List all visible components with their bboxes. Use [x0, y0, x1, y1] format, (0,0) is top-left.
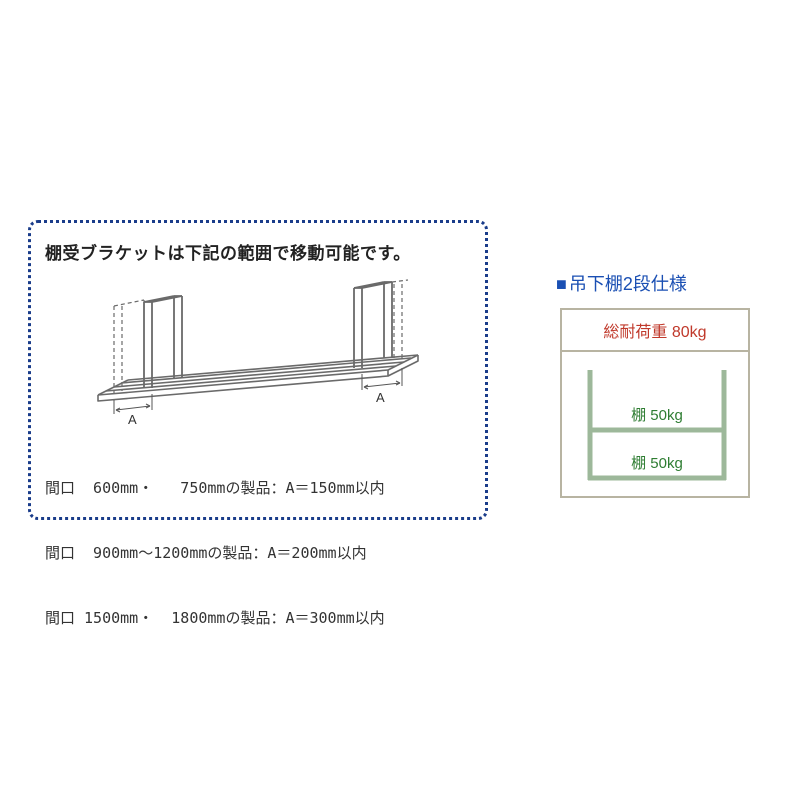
shelf-load-label: 棚 50kg — [631, 407, 683, 424]
spec-list: 間口 600mm・ 750mmの製品：A＝150mm以内 間口 900mm～12… — [45, 434, 471, 673]
side-heading: ■吊下棚2段仕様 — [556, 270, 687, 296]
bracket-info-box: 棚受ブラケットは下記の範囲で移動可能です。 — [28, 220, 488, 520]
two-tier-shelf-diagram: 棚 50kg 棚 50kg — [562, 352, 748, 498]
spec-line: 間口 1500mm・ 1800mmの製品：A＝300mm以内 — [45, 608, 471, 630]
load-capacity-box: 総耐荷重 80kg 棚 50kg 棚 50kg — [560, 308, 750, 498]
spec-line: 間口 900mm～1200mmの製品：A＝200mm以内 — [45, 543, 471, 565]
total-load-label: 総耐荷重 80kg — [562, 310, 748, 352]
bracket-info-title: 棚受ブラケットは下記の範囲で移動可能です。 — [45, 239, 471, 264]
dim-label-a-left: A — [128, 412, 137, 427]
dim-label-a-right: A — [376, 390, 385, 405]
side-heading-text: 吊下棚2段仕様 — [569, 274, 687, 294]
bracket-diagram: A A — [58, 270, 458, 430]
square-bullet-icon: ■ — [556, 274, 567, 294]
spec-line: 間口 600mm・ 750mmの製品：A＝150mm以内 — [45, 478, 471, 500]
shelf-load-label: 棚 50kg — [631, 455, 683, 472]
